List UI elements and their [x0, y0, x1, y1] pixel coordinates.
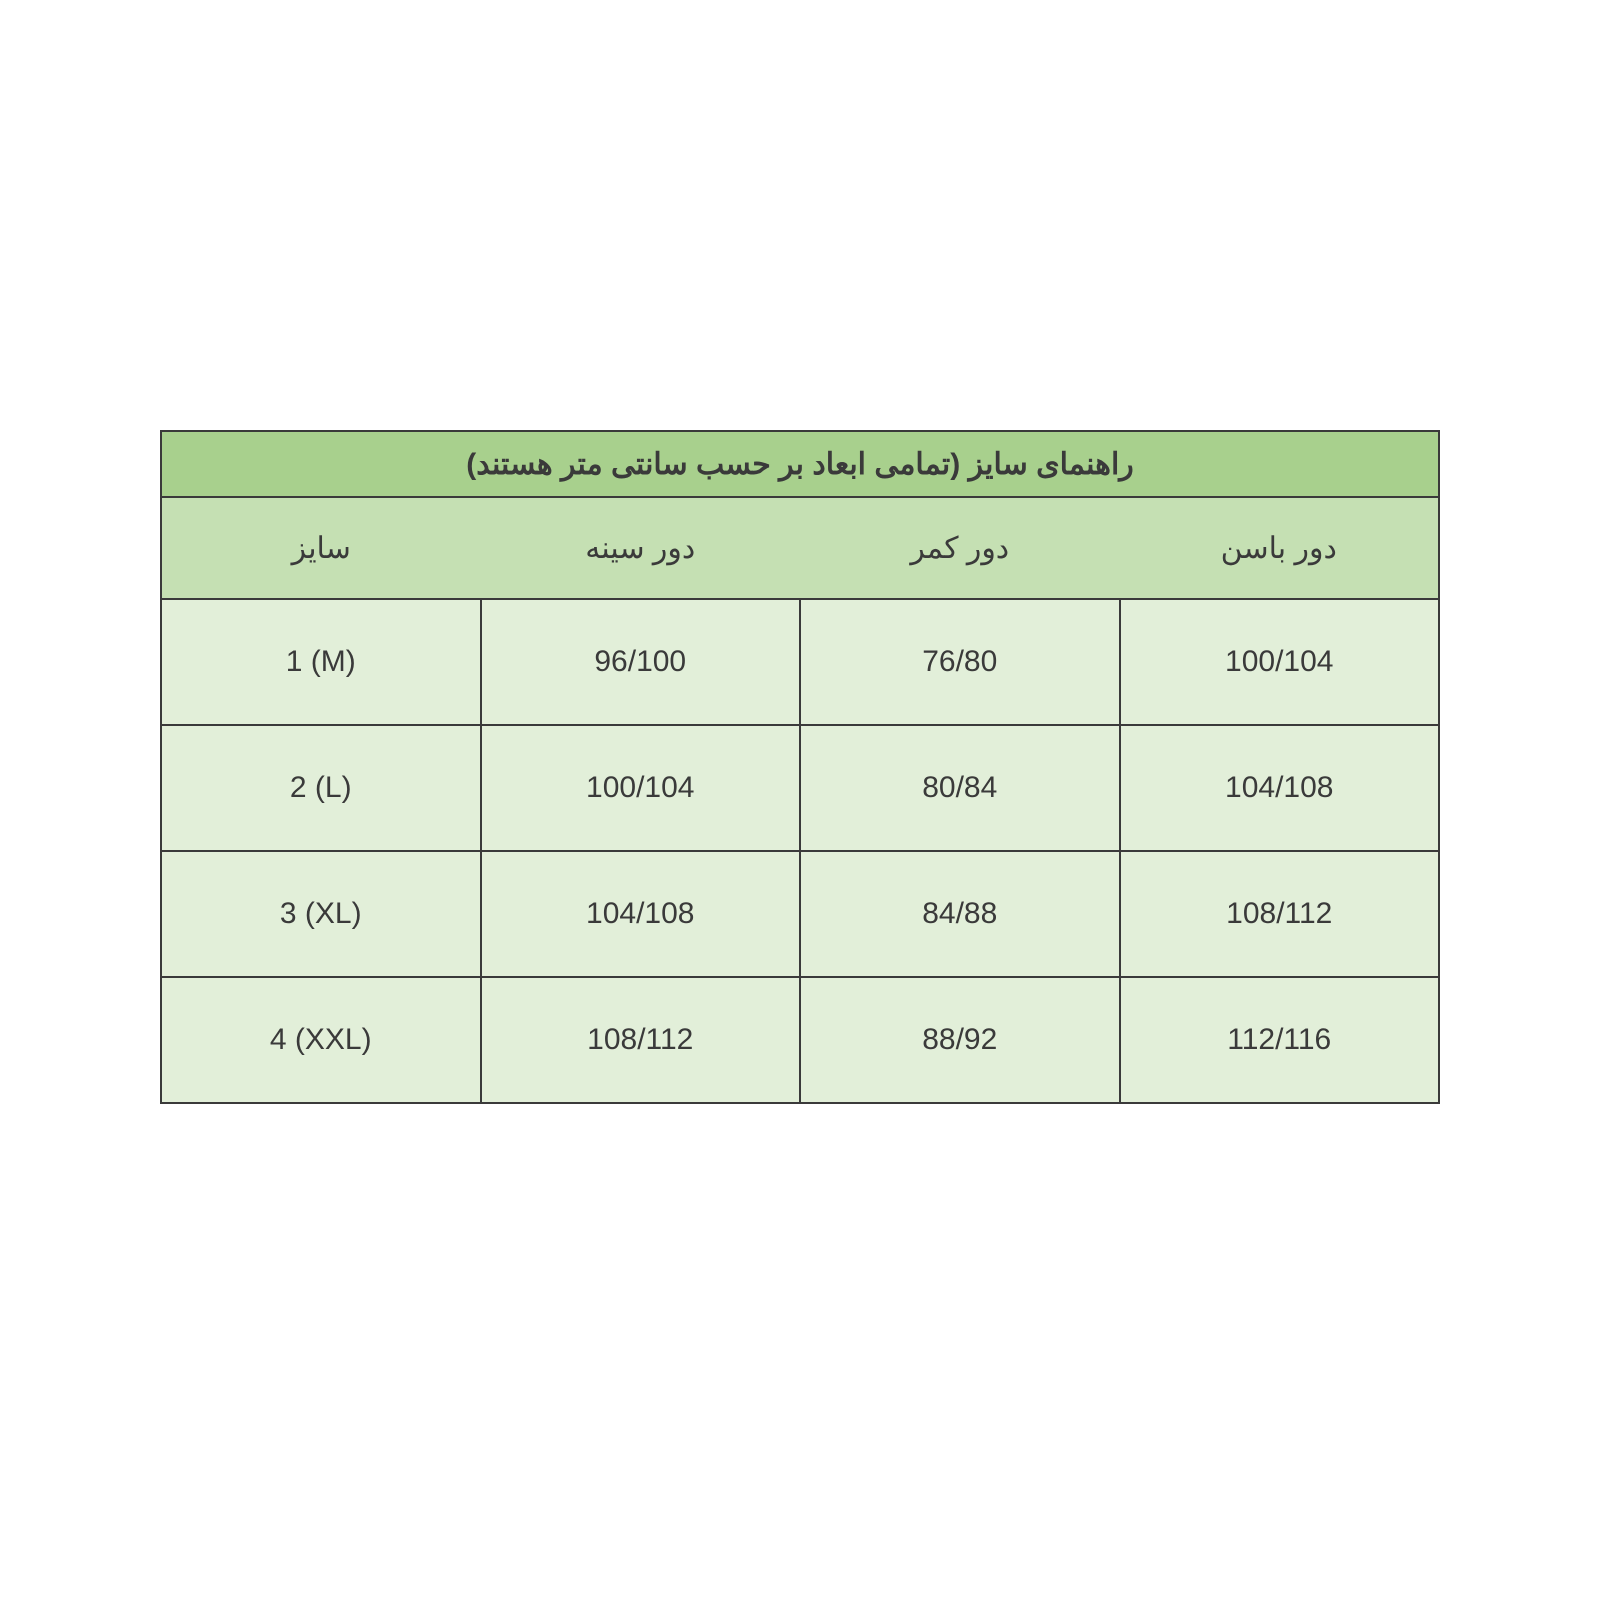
cell-hip: 104/108	[1120, 725, 1440, 851]
cell-waist: 76/80	[800, 599, 1120, 725]
cell-chest: 96/100	[481, 599, 801, 725]
cell-hip: 108/112	[1120, 851, 1440, 977]
cell-size: 4 (XXL)	[161, 977, 481, 1103]
cell-chest: 104/108	[481, 851, 801, 977]
table-title-row: راهنمای سایز (تمامی ابعاد بر حسب سانتی م…	[161, 431, 1439, 497]
size-guide-table: راهنمای سایز (تمامی ابعاد بر حسب سانتی م…	[160, 430, 1440, 1104]
cell-chest: 108/112	[481, 977, 801, 1103]
size-guide-container: راهنمای سایز (تمامی ابعاد بر حسب سانتی م…	[160, 430, 1440, 1104]
cell-waist: 88/92	[800, 977, 1120, 1103]
cell-size: 2 (L)	[161, 725, 481, 851]
table-row: 4 (XXL) 108/112 88/92 112/116	[161, 977, 1439, 1103]
col-header-chest: دور سینه	[481, 497, 801, 599]
cell-size: 1 (M)	[161, 599, 481, 725]
col-header-hip: دور باسن	[1120, 497, 1440, 599]
table-row: 3 (XL) 104/108 84/88 108/112	[161, 851, 1439, 977]
table-title: راهنمای سایز (تمامی ابعاد بر حسب سانتی م…	[161, 431, 1439, 497]
cell-waist: 84/88	[800, 851, 1120, 977]
table-row: 1 (M) 96/100 76/80 100/104	[161, 599, 1439, 725]
col-header-waist: دور کمر	[800, 497, 1120, 599]
col-header-size: سایز	[161, 497, 481, 599]
cell-hip: 100/104	[1120, 599, 1440, 725]
cell-hip: 112/116	[1120, 977, 1440, 1103]
cell-chest: 100/104	[481, 725, 801, 851]
table-header-row: سایز دور سینه دور کمر دور باسن	[161, 497, 1439, 599]
table-row: 2 (L) 100/104 80/84 104/108	[161, 725, 1439, 851]
cell-waist: 80/84	[800, 725, 1120, 851]
cell-size: 3 (XL)	[161, 851, 481, 977]
